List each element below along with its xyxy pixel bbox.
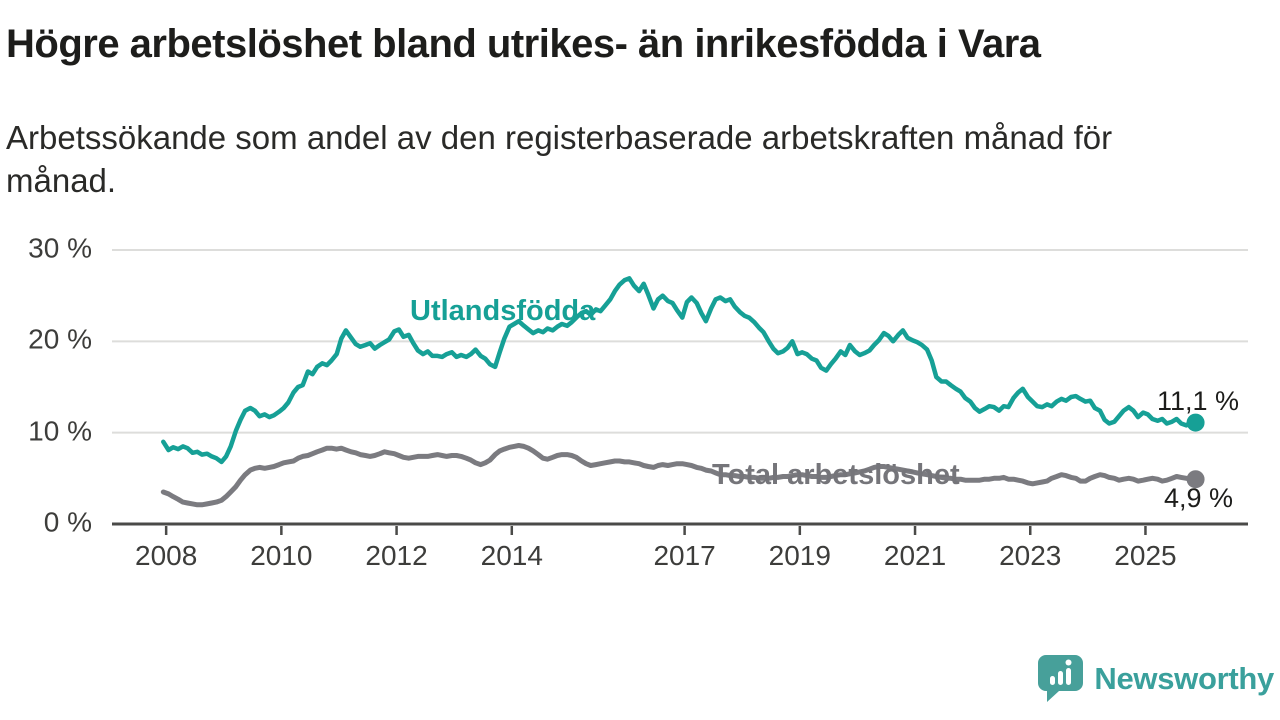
page-subtitle-line2: månad. — [6, 162, 117, 199]
y-axis-tick-20: 20 % — [28, 324, 92, 356]
x-axis-tick-2017: 2017 — [653, 540, 716, 571]
bar-medium — [1058, 671, 1064, 685]
end-value-label-total-arbetsloshet: 4,9 % — [1164, 483, 1234, 513]
series-label-utlandsfodda: Utlandsfödda — [410, 295, 596, 327]
bar-tall — [1066, 668, 1072, 685]
x-axis-tick-2010: 2010 — [250, 540, 313, 571]
x-axis-tick-2019: 2019 — [768, 540, 831, 571]
page-subtitle-line1: Arbetssökande som andel av den registerb… — [6, 119, 1113, 156]
x-axis-tick-2012: 2012 — [365, 540, 428, 571]
x-axis-tick-2008: 2008 — [134, 540, 198, 571]
page-title: Högre arbetslöshet bland utrikes- än inr… — [6, 22, 1041, 66]
brand-footer: Newsworthy — [1038, 654, 1274, 704]
x-axis-tick-2025: 2025 — [1114, 540, 1177, 571]
brand-name: Newsworthy — [1094, 661, 1274, 696]
bar-small — [1050, 676, 1056, 685]
series-line-utlandsfodda — [161, 276, 1198, 465]
x-axis-tick-2014: 2014 — [480, 540, 543, 571]
series-end-dot-utlandsfodda — [1186, 413, 1205, 432]
series-label-total-arbetsloshet: Total arbetslöshet — [712, 459, 960, 491]
y-axis-tick-30: 30 % — [28, 232, 92, 264]
end-value-label-utlandsfodda: 11,1 % — [1157, 386, 1240, 416]
newsworthy-logo-icon — [1038, 655, 1084, 702]
exclamation-dot — [1065, 659, 1072, 666]
x-axis-tick-2023: 2023 — [999, 540, 1062, 571]
y-axis-tick-0: 0 % — [43, 506, 92, 538]
page-subtitle: Arbetssökande som andel av den registerb… — [6, 116, 1186, 202]
series-line-total-arbetsloshet — [160, 443, 1199, 508]
y-axis-tick-10: 10 % — [28, 415, 92, 447]
series-end-dot-total-arbetsloshet — [1186, 470, 1205, 489]
x-axis-tick-2021: 2021 — [883, 540, 947, 571]
